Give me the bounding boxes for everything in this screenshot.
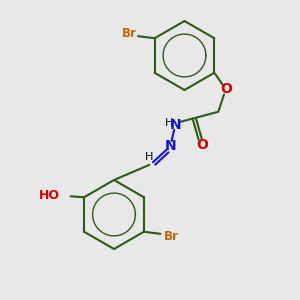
Text: Br: Br (122, 27, 136, 40)
Text: HO: HO (39, 189, 60, 202)
Text: N: N (169, 118, 181, 132)
Text: H: H (145, 152, 154, 162)
Text: Br: Br (164, 230, 178, 243)
Text: O: O (220, 82, 232, 96)
Text: O: O (196, 138, 208, 152)
Text: N: N (164, 139, 176, 153)
Text: H: H (165, 118, 173, 128)
